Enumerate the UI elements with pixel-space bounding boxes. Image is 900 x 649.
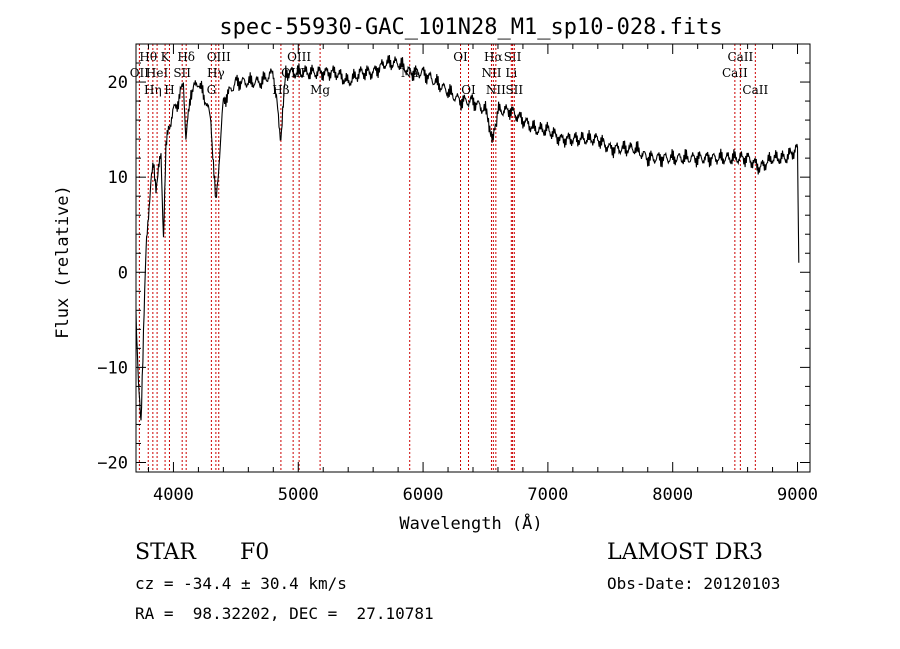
obs-date: Obs-Date: 20120103: [607, 574, 781, 593]
line-label: Hγ: [207, 66, 225, 80]
x-axis-label: Wavelength (Å): [399, 512, 542, 534]
axes: 4000 5000 6000 7000 8000 9000 −20 −10 0 10 20: [97, 43, 818, 505]
line-label: Hβ: [272, 83, 289, 97]
x-tick-label: 9000: [777, 485, 818, 505]
y-tick-label: 20: [108, 73, 128, 93]
y-tick-label: −10: [97, 358, 128, 378]
y-tick-label: 10: [108, 168, 128, 188]
line-label: NII: [486, 83, 506, 97]
line-label: OII: [130, 66, 150, 80]
x-tick-label: 7000: [527, 485, 568, 505]
line-label: H: [164, 83, 174, 97]
coordinates: RA = 98.32202, DEC = 27.10781: [135, 604, 434, 623]
line-label: Hδ: [177, 50, 195, 64]
x-tick-label: 5000: [278, 485, 319, 505]
line-label: CaII: [727, 50, 753, 64]
survey-name: LAMOST DR3: [607, 540, 763, 565]
line-label: CaII: [722, 66, 748, 80]
line-label: Hη: [144, 83, 162, 97]
line-label: Li: [505, 66, 517, 80]
line-label: OIII: [207, 50, 231, 64]
line-markers: OIIHθHηHeIKHSIIHδGHγOIIIHβOIIIOIIIMgNaOI…: [130, 44, 768, 472]
chart-title: spec-55930-GAC_101N28_M1_sp10-028.fits: [219, 15, 722, 40]
line-label: NII: [481, 66, 501, 80]
line-label: SII: [173, 66, 191, 80]
y-tick-label: 0: [118, 263, 128, 283]
object-subclass: F0: [240, 540, 270, 565]
line-label: K: [161, 50, 171, 64]
plot-frame: [135, 43, 811, 473]
object-class: STAR: [135, 540, 196, 565]
line-label: G: [207, 83, 217, 97]
line-label: SII: [504, 50, 522, 64]
line-label: Mg: [310, 83, 330, 97]
line-label: HeI: [146, 66, 169, 80]
line-label: OIII: [287, 50, 311, 64]
y-axis-label: Flux (relative): [53, 185, 73, 339]
line-label: CaII: [742, 83, 768, 97]
line-label: OI: [461, 83, 476, 97]
line-label: SII: [505, 83, 523, 97]
line-label: Hα: [484, 50, 503, 64]
line-label: Hθ: [139, 50, 157, 64]
spectrum-line: [135, 54, 800, 421]
y-tick-label: −20: [97, 453, 128, 473]
x-tick-label: 8000: [652, 485, 693, 505]
line-label: OI: [453, 50, 468, 64]
redshift-readout: cz = -34.4 ± 30.4 km/s: [135, 574, 347, 593]
x-tick-label: 6000: [403, 485, 444, 505]
spectrum-series: [135, 54, 800, 421]
x-tick-label: 4000: [153, 485, 194, 505]
